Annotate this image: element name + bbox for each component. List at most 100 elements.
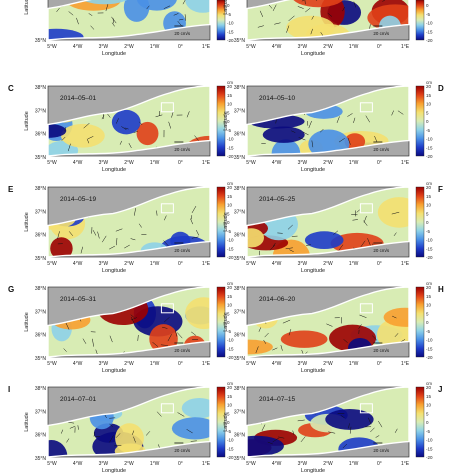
region-box bbox=[359, 403, 373, 414]
colorbar-unit: cm bbox=[227, 181, 233, 186]
lon-axis-label: Longitude bbox=[301, 368, 325, 374]
lat-tick: 37°N bbox=[234, 209, 246, 215]
lon-axis-label: Longitude bbox=[102, 468, 126, 474]
lon-tick: 1°W bbox=[349, 160, 359, 166]
lat-tick: 36°N bbox=[234, 132, 246, 138]
lat-tick: 37°N bbox=[35, 309, 47, 315]
lon-tick: 1°W bbox=[349, 461, 359, 467]
colorbar bbox=[415, 0, 425, 41]
panel-e: 20 cm/s 2014–05–19 38°N 37°N 36°N 35°N Latitud… bbox=[8, 181, 234, 274]
colorbar-unit: cm bbox=[426, 80, 432, 85]
colorbar-tick: 10 bbox=[426, 102, 432, 107]
colorbar-tick: -15 bbox=[227, 29, 234, 34]
lat-tick: 36°N bbox=[234, 433, 246, 439]
lat-tick: 38°N bbox=[35, 386, 47, 392]
lat-axis-label: Latitude bbox=[24, 111, 30, 131]
colorbar-tick: 15 bbox=[426, 194, 432, 199]
lon-tick: 3°W bbox=[99, 461, 109, 467]
lon-tick: 5°W bbox=[47, 461, 57, 467]
panel-j: 20 cm/s 2014–07–15 38°N 37°N 36°N 35°N Latitud… bbox=[223, 381, 442, 474]
lat-axis-label: Latitude bbox=[24, 212, 30, 232]
lat-axis-label: Latitude bbox=[24, 312, 30, 332]
panel-letter: F bbox=[438, 185, 443, 194]
lat-tick: 35°N bbox=[234, 256, 246, 262]
colorbar-tick: 0 bbox=[426, 3, 429, 8]
lat-tick: 38°N bbox=[234, 186, 246, 192]
colorbar-tick: -10 bbox=[426, 438, 433, 443]
panel-date: 2014–05–10 bbox=[259, 95, 296, 102]
lon-tick: 5°W bbox=[47, 361, 57, 367]
lon-tick: 2°W bbox=[124, 361, 134, 367]
lat-tick: 35°N bbox=[234, 456, 246, 462]
lon-tick: 1°E bbox=[401, 261, 410, 267]
panel-g: 20 cm/s 2014–05–31 38°N 37°N 36°N 35°N Latitud… bbox=[8, 281, 234, 374]
lon-tick: 5°W bbox=[246, 261, 256, 267]
lon-tick: 2°W bbox=[124, 44, 134, 50]
lon-tick: 0° bbox=[178, 361, 183, 367]
colorbar-tick: -5 bbox=[426, 128, 430, 133]
colorbar-tick: 5 bbox=[227, 311, 230, 316]
lon-tick: 3°W bbox=[99, 160, 109, 166]
colorbar bbox=[216, 0, 226, 41]
colorbar-tick: 10 bbox=[227, 303, 233, 308]
lat-axis-label: Latitude bbox=[223, 111, 229, 131]
lat-tick: 36°N bbox=[234, 333, 246, 339]
lon-tick: 1°E bbox=[401, 44, 410, 50]
colorbar-tick: 0 bbox=[227, 420, 230, 425]
colorbar-tick: -20 bbox=[227, 455, 234, 460]
scale-label: 20 cm/s bbox=[373, 248, 390, 253]
lon-tick: 1°W bbox=[150, 160, 160, 166]
lat-tick: 36°N bbox=[35, 233, 47, 239]
colorbar-tick: 5 bbox=[227, 411, 230, 416]
coastline bbox=[246, 186, 410, 258]
colorbar-tick: -20 bbox=[426, 255, 433, 260]
lon-tick: 0° bbox=[377, 44, 382, 50]
colorbar-tick: 0 bbox=[426, 220, 429, 225]
lat-tick: 35°N bbox=[35, 256, 47, 262]
panel-date: 2014–06–20 bbox=[259, 296, 296, 303]
colorbar-tick: -20 bbox=[227, 355, 234, 360]
colorbar-tick: 0 bbox=[227, 220, 230, 225]
lon-tick: 3°W bbox=[298, 160, 308, 166]
panel-top-2: 20 cm/s 35°N Latitude 5°W 4°W 3°W 2°W 1°W 0° 1°E L… bbox=[223, 0, 433, 57]
panel-date: 2014–05–01 bbox=[60, 95, 97, 102]
lon-tick: 0° bbox=[178, 160, 183, 166]
panel-letter: H bbox=[438, 285, 444, 294]
lon-tick: 0° bbox=[178, 44, 183, 50]
colorbar bbox=[415, 286, 425, 358]
colorbar-tick: 15 bbox=[227, 194, 233, 199]
colorbar-tick: 20 bbox=[426, 285, 432, 290]
lon-tick: 1°E bbox=[202, 44, 211, 50]
lon-axis-label: Longitude bbox=[301, 268, 325, 274]
colorbar-unit: cm bbox=[426, 181, 432, 186]
colorbar-tick: 10 bbox=[426, 403, 432, 408]
lat-tick: 38°N bbox=[35, 186, 47, 192]
colorbar-tick: 15 bbox=[426, 294, 432, 299]
lon-tick: 5°W bbox=[47, 261, 57, 267]
colorbar-tick: -20 bbox=[426, 355, 433, 360]
colorbar-tick: -10 bbox=[426, 338, 433, 343]
lon-tick: 1°E bbox=[401, 461, 410, 467]
panel-letter: G bbox=[8, 285, 14, 294]
lon-tick: 3°W bbox=[298, 261, 308, 267]
colorbar-tick: 0 bbox=[426, 320, 429, 325]
lon-axis-label: Longitude bbox=[102, 368, 126, 374]
colorbar-tick: 15 bbox=[426, 394, 432, 399]
lon-tick: 5°W bbox=[246, 44, 256, 50]
lat-tick: 36°N bbox=[35, 333, 47, 339]
lon-tick: 1°E bbox=[401, 160, 410, 166]
colorbar-tick: -15 bbox=[227, 446, 234, 451]
coastline bbox=[246, 386, 410, 458]
colorbar-tick: 5 bbox=[227, 110, 230, 115]
coastline bbox=[47, 286, 211, 358]
lon-tick: 1°W bbox=[150, 461, 160, 467]
scale-label: 20 cm/s bbox=[373, 31, 390, 36]
colorbar-tick: 5 bbox=[227, 211, 230, 216]
colorbar-tick: -5 bbox=[426, 329, 430, 334]
colorbar-tick: 20 bbox=[426, 185, 432, 190]
scale-label: 20 cm/s bbox=[174, 147, 191, 152]
lon-tick: 3°W bbox=[298, 44, 308, 50]
lon-tick: 0° bbox=[377, 261, 382, 267]
colorbar-tick: -10 bbox=[227, 238, 234, 243]
region-box bbox=[359, 303, 373, 314]
